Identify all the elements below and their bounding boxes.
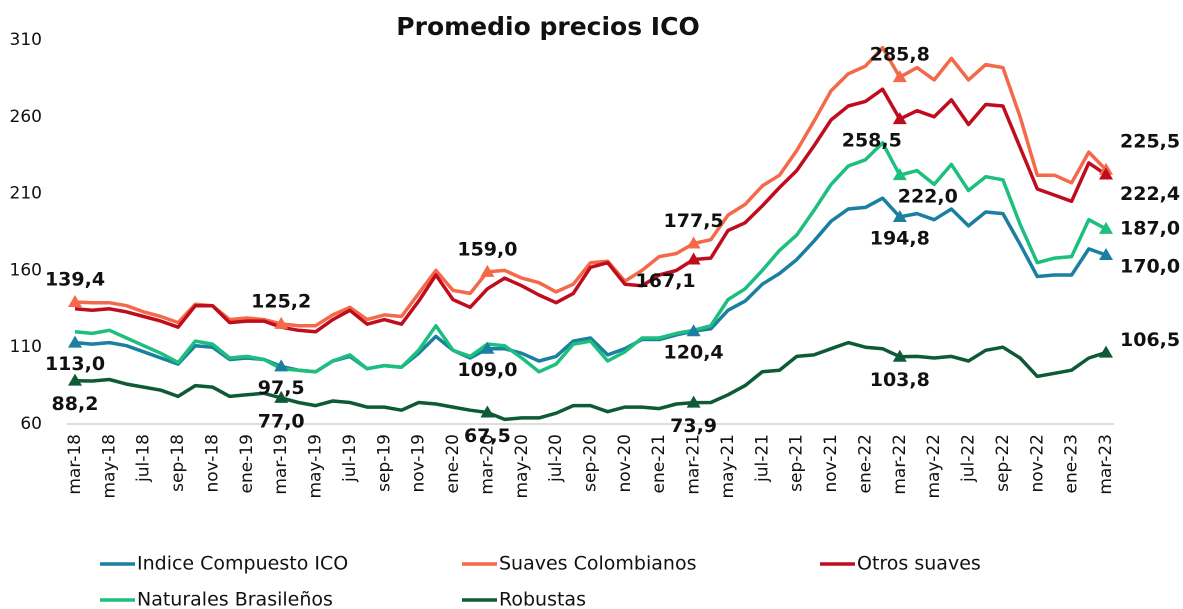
- x-tick-label: may-21: [718, 434, 738, 499]
- x-tick-label: jul-20: [546, 434, 566, 483]
- data-label: 67,5: [464, 425, 511, 447]
- point-marker: [480, 264, 495, 277]
- legend-label: Robustas: [499, 589, 586, 609]
- data-label: 139,4: [45, 269, 105, 291]
- series-line: [74, 45, 1108, 328]
- x-tick-label: nov-18: [202, 434, 222, 493]
- x-tick-label: nov-22: [1027, 434, 1047, 493]
- data-label: 103,8: [870, 369, 930, 391]
- x-tick-label: mar-19: [271, 434, 291, 495]
- x-tick-label: may-18: [99, 434, 119, 499]
- x-tick-label: jul-19: [340, 434, 360, 483]
- point-marker: [1099, 248, 1113, 261]
- x-tick-label: mar-23: [1096, 434, 1116, 495]
- series-line: [74, 340, 1107, 422]
- x-tick-label: ene-22: [855, 434, 875, 493]
- x-tick-label: mar-21: [684, 434, 704, 495]
- point-marker: [1099, 345, 1113, 358]
- data-label: 125,2: [251, 290, 311, 312]
- x-tick-label: nov-20: [615, 434, 635, 493]
- data-label: 225,5: [1120, 130, 1180, 152]
- point-marker: [686, 236, 701, 249]
- point-marker: [686, 324, 701, 337]
- x-tick-label: nov-21: [821, 434, 841, 493]
- point-marker: [274, 359, 289, 372]
- legend-label: Indice Compuesto ICO: [137, 553, 348, 575]
- point-marker: [1099, 167, 1113, 180]
- x-tick-label: ene-19: [237, 434, 257, 493]
- x-tick-label: nov-19: [409, 434, 429, 493]
- x-tick-label: mar-20: [477, 434, 497, 495]
- x-tick-label: ene-20: [443, 434, 463, 493]
- data-label: 113,0: [45, 353, 105, 375]
- point-marker: [686, 395, 701, 408]
- point-marker: [274, 390, 289, 403]
- x-tick-label: jul-22: [959, 434, 979, 483]
- data-label: 258,5: [842, 130, 902, 152]
- point-marker: [68, 295, 82, 308]
- x-tick-label: mar-22: [890, 434, 910, 495]
- data-label: 170,0: [1120, 256, 1180, 278]
- point-marker: [68, 335, 82, 348]
- point-marker: [892, 112, 907, 125]
- point-marker: [480, 405, 495, 418]
- x-tick-label: sep-21: [787, 434, 807, 492]
- point-marker: [686, 252, 701, 265]
- point-marker: [480, 341, 495, 354]
- legend-label: Naturales Brasileños: [137, 589, 333, 609]
- data-label: 187,0: [1120, 217, 1180, 239]
- data-label: 106,5: [1120, 329, 1180, 351]
- x-tick-label: ene-23: [1062, 434, 1082, 493]
- chart-title: Promedio precios ICO: [396, 12, 699, 41]
- x-tick-label: sep-20: [581, 434, 601, 492]
- data-label: 222,4: [1120, 183, 1180, 205]
- data-label: 285,8: [870, 44, 930, 66]
- y-tick-label: 160: [10, 260, 42, 280]
- x-tick-label: may-20: [512, 434, 532, 499]
- x-tick-label: sep-18: [168, 434, 188, 492]
- data-label: 222,0: [898, 186, 958, 208]
- data-label: 167,1: [636, 270, 696, 292]
- point-marker: [892, 70, 907, 83]
- point-marker: [892, 349, 907, 362]
- point-marker: [1099, 221, 1113, 234]
- y-tick-label: 260: [10, 107, 42, 127]
- data-label: 88,2: [52, 393, 99, 415]
- data-label: 73,9: [670, 415, 717, 437]
- point-marker: [892, 209, 907, 222]
- point-marker: [68, 373, 82, 386]
- point-marker: [274, 316, 289, 329]
- series-line: [74, 87, 1107, 334]
- x-tick-label: ene-21: [649, 434, 669, 493]
- x-tick-label: mar-18: [65, 434, 85, 495]
- point-marker: [892, 168, 907, 181]
- data-label: 159,0: [457, 238, 517, 260]
- y-tick-label: 60: [20, 414, 42, 434]
- data-label: 120,4: [664, 342, 724, 364]
- data-label: 77,0: [258, 410, 305, 432]
- y-tick-label: 310: [10, 30, 42, 50]
- data-label: 194,8: [870, 227, 930, 249]
- legend-label: Otros suaves: [857, 553, 981, 575]
- data-label: 97,5: [258, 377, 305, 399]
- y-tick-label: 110: [10, 337, 42, 357]
- data-label: 177,5: [664, 210, 724, 232]
- data-label: 109,0: [457, 359, 517, 381]
- x-tick-label: sep-22: [993, 434, 1013, 492]
- x-tick-label: sep-19: [374, 434, 394, 492]
- x-tick-label: jul-21: [752, 434, 772, 483]
- series-line: [74, 141, 1107, 374]
- x-tick-label: may-22: [924, 434, 944, 499]
- x-tick-label: jul-18: [134, 434, 154, 483]
- series-line: [74, 196, 1107, 374]
- legend-label: Suaves Colombianos: [499, 553, 696, 575]
- x-tick-label: may-19: [306, 434, 326, 499]
- y-tick-label: 210: [10, 184, 42, 204]
